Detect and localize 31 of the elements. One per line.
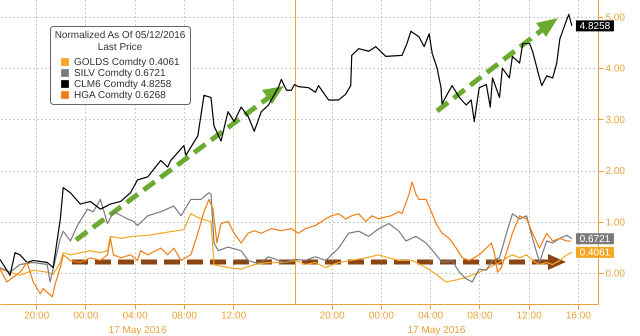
x-tick-label: 00:00 (368, 310, 394, 322)
data-label: 0.6721 (580, 234, 611, 245)
legend-title: Normalized As Of 05/12/2016 Last Price (54, 30, 186, 53)
y-tick-label: 1.00 (606, 217, 626, 228)
y-tick-label: 4.00 (606, 64, 626, 75)
data-label: 0.4061 (580, 247, 611, 258)
x-tick-label: 20:00 (24, 310, 50, 322)
x-tick-label: 08:00 (172, 310, 198, 322)
text: 17 May 2016 (408, 325, 466, 336)
line-series (0, 14, 573, 276)
line-series (0, 213, 573, 283)
x-tick-label: 12:00 (516, 310, 542, 322)
legend-label: SILV Comdty 0.6721 (74, 68, 166, 79)
y-tick-label: 3.00 (606, 114, 626, 126)
y-tick-label: 2.00 (606, 166, 626, 178)
x-tick-label: 04:00 (418, 310, 444, 322)
x-tick-label: 08:00 (467, 310, 493, 322)
line-series (0, 192, 573, 283)
legend-label: GOLDS Comdty 0.4061 (74, 57, 180, 68)
x-tick-label: 20:00 (320, 310, 346, 322)
line-series (0, 181, 572, 298)
y-tick-label: 0.00 (606, 268, 626, 280)
x-tick-label: 16:00 (566, 310, 592, 322)
x-tick-label: 00:00 (73, 310, 99, 322)
x-tick-label: 12:00 (221, 310, 247, 322)
data-label: 4.8258 (580, 20, 611, 32)
y-tick-label: 5.00 (606, 12, 626, 24)
x-tick-label: 04:00 (122, 310, 148, 322)
text: 17 May 2016 (108, 325, 167, 336)
legend-label: HGA Comdty 0.6268 (74, 90, 166, 101)
legend-label: CLM6 Comdty 4.8258 (74, 79, 172, 90)
